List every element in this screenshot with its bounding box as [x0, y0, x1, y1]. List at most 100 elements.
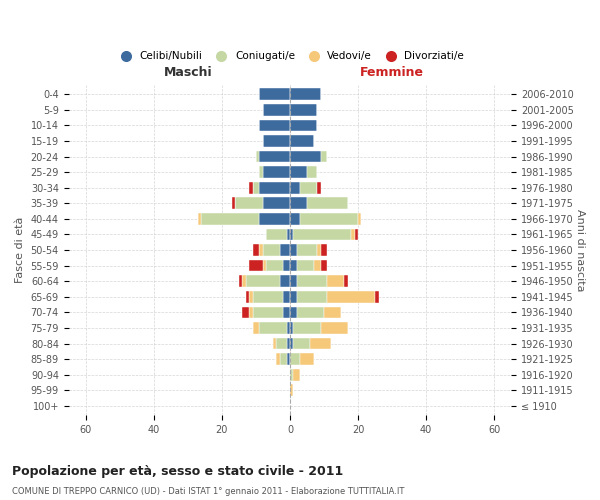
Bar: [263, 260, 266, 272]
Bar: [290, 198, 307, 209]
Bar: [259, 88, 290, 100]
Y-axis label: Fasce di età: Fasce di età: [15, 217, 25, 283]
Bar: [317, 182, 320, 194]
Bar: [290, 306, 297, 318]
Text: Femmine: Femmine: [360, 66, 424, 80]
Bar: [263, 104, 290, 116]
Bar: [290, 228, 293, 240]
Bar: [320, 322, 348, 334]
Bar: [290, 322, 293, 334]
Bar: [287, 338, 290, 349]
Bar: [259, 182, 290, 194]
Bar: [253, 244, 259, 256]
Bar: [253, 306, 283, 318]
Bar: [293, 322, 320, 334]
Bar: [242, 306, 249, 318]
Bar: [235, 198, 263, 209]
Bar: [277, 354, 280, 365]
Bar: [375, 291, 379, 302]
Bar: [283, 260, 290, 272]
Bar: [249, 306, 253, 318]
Bar: [277, 338, 287, 349]
Bar: [290, 104, 317, 116]
Text: COMUNE DI TREPPO CARNICO (UD) - Dati ISTAT 1° gennaio 2011 - Elaborazione TUTTIT: COMUNE DI TREPPO CARNICO (UD) - Dati IST…: [12, 488, 404, 496]
Bar: [239, 276, 242, 287]
Bar: [290, 338, 293, 349]
Bar: [259, 120, 290, 131]
Bar: [290, 166, 307, 178]
Bar: [253, 322, 259, 334]
Bar: [287, 322, 290, 334]
Bar: [290, 182, 300, 194]
Bar: [307, 198, 348, 209]
Bar: [290, 354, 300, 365]
Bar: [287, 228, 290, 240]
Bar: [259, 150, 290, 162]
Bar: [256, 150, 259, 162]
Bar: [232, 198, 235, 209]
Bar: [280, 276, 290, 287]
Bar: [300, 213, 358, 224]
Bar: [328, 291, 375, 302]
Bar: [202, 213, 259, 224]
Bar: [358, 213, 361, 224]
Bar: [320, 150, 328, 162]
Legend: Celibi/Nubili, Coniugati/e, Vedovi/e, Divorziati/e: Celibi/Nubili, Coniugati/e, Vedovi/e, Di…: [112, 47, 468, 66]
Bar: [283, 306, 290, 318]
Bar: [249, 182, 253, 194]
Bar: [314, 260, 320, 272]
Text: Maschi: Maschi: [164, 66, 212, 80]
Bar: [307, 166, 317, 178]
Bar: [266, 228, 287, 240]
Bar: [198, 213, 202, 224]
Bar: [242, 276, 246, 287]
Bar: [290, 88, 320, 100]
Bar: [263, 244, 280, 256]
Bar: [310, 338, 331, 349]
Bar: [328, 276, 344, 287]
Y-axis label: Anni di nascita: Anni di nascita: [575, 209, 585, 292]
Bar: [273, 338, 277, 349]
Bar: [253, 182, 259, 194]
Bar: [249, 291, 253, 302]
Bar: [290, 213, 300, 224]
Bar: [290, 260, 297, 272]
Bar: [266, 260, 283, 272]
Bar: [287, 354, 290, 365]
Bar: [317, 244, 320, 256]
Bar: [290, 276, 297, 287]
Bar: [290, 384, 293, 396]
Bar: [293, 369, 300, 380]
Bar: [290, 120, 317, 131]
Bar: [259, 322, 287, 334]
Bar: [290, 135, 314, 147]
Bar: [283, 291, 290, 302]
Bar: [263, 198, 290, 209]
Bar: [259, 166, 263, 178]
Bar: [300, 182, 317, 194]
Bar: [290, 150, 320, 162]
Text: Popolazione per età, sesso e stato civile - 2011: Popolazione per età, sesso e stato civil…: [12, 465, 343, 478]
Bar: [259, 244, 263, 256]
Bar: [249, 260, 263, 272]
Bar: [344, 276, 348, 287]
Bar: [263, 135, 290, 147]
Bar: [300, 354, 314, 365]
Bar: [259, 213, 290, 224]
Bar: [320, 244, 328, 256]
Bar: [297, 291, 328, 302]
Bar: [280, 354, 287, 365]
Bar: [297, 276, 328, 287]
Bar: [246, 291, 249, 302]
Bar: [293, 338, 310, 349]
Bar: [290, 244, 297, 256]
Bar: [355, 228, 358, 240]
Bar: [297, 306, 324, 318]
Bar: [290, 369, 293, 380]
Bar: [297, 260, 314, 272]
Bar: [290, 291, 297, 302]
Bar: [320, 260, 328, 272]
Bar: [246, 276, 280, 287]
Bar: [351, 228, 355, 240]
Bar: [297, 244, 317, 256]
